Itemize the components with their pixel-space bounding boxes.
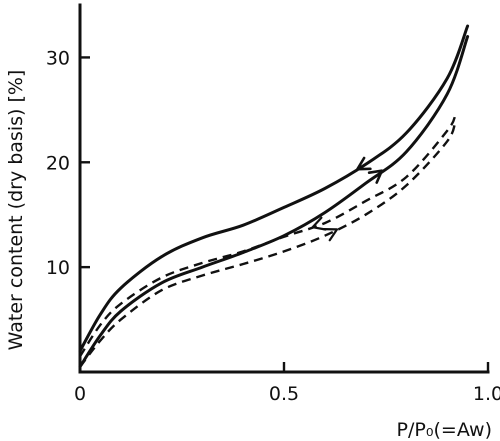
axes bbox=[78, 3, 490, 374]
x-tick-label-1: 0.5 bbox=[269, 383, 299, 405]
direction-arrow-3 bbox=[322, 228, 339, 242]
series-line-2 bbox=[78, 114, 457, 357]
x-tick-label-2: 1.0 bbox=[473, 383, 500, 405]
direction-arrow-1 bbox=[367, 169, 384, 184]
x-ticks: 0 0.5 1.0 bbox=[74, 362, 500, 405]
series-line-0 bbox=[78, 24, 470, 353]
series-layer bbox=[78, 24, 470, 369]
x-tick-label-0: 0 bbox=[74, 383, 86, 405]
y-tick-label-1: 20 bbox=[46, 152, 70, 174]
y-tick-label-0: 10 bbox=[46, 257, 70, 279]
x-axis-label: P/P₀(=Aw) bbox=[397, 419, 492, 441]
y-ticks: 10 20 30 bbox=[46, 47, 90, 279]
direction-arrow-2 bbox=[311, 216, 327, 231]
y-tick-label-2: 30 bbox=[46, 47, 70, 69]
arrow-layer bbox=[311, 156, 384, 242]
series-line-1 bbox=[78, 35, 470, 369]
y-axis-label: Water content (dry basis) [%] bbox=[5, 70, 27, 351]
direction-arrow-0 bbox=[356, 156, 372, 171]
